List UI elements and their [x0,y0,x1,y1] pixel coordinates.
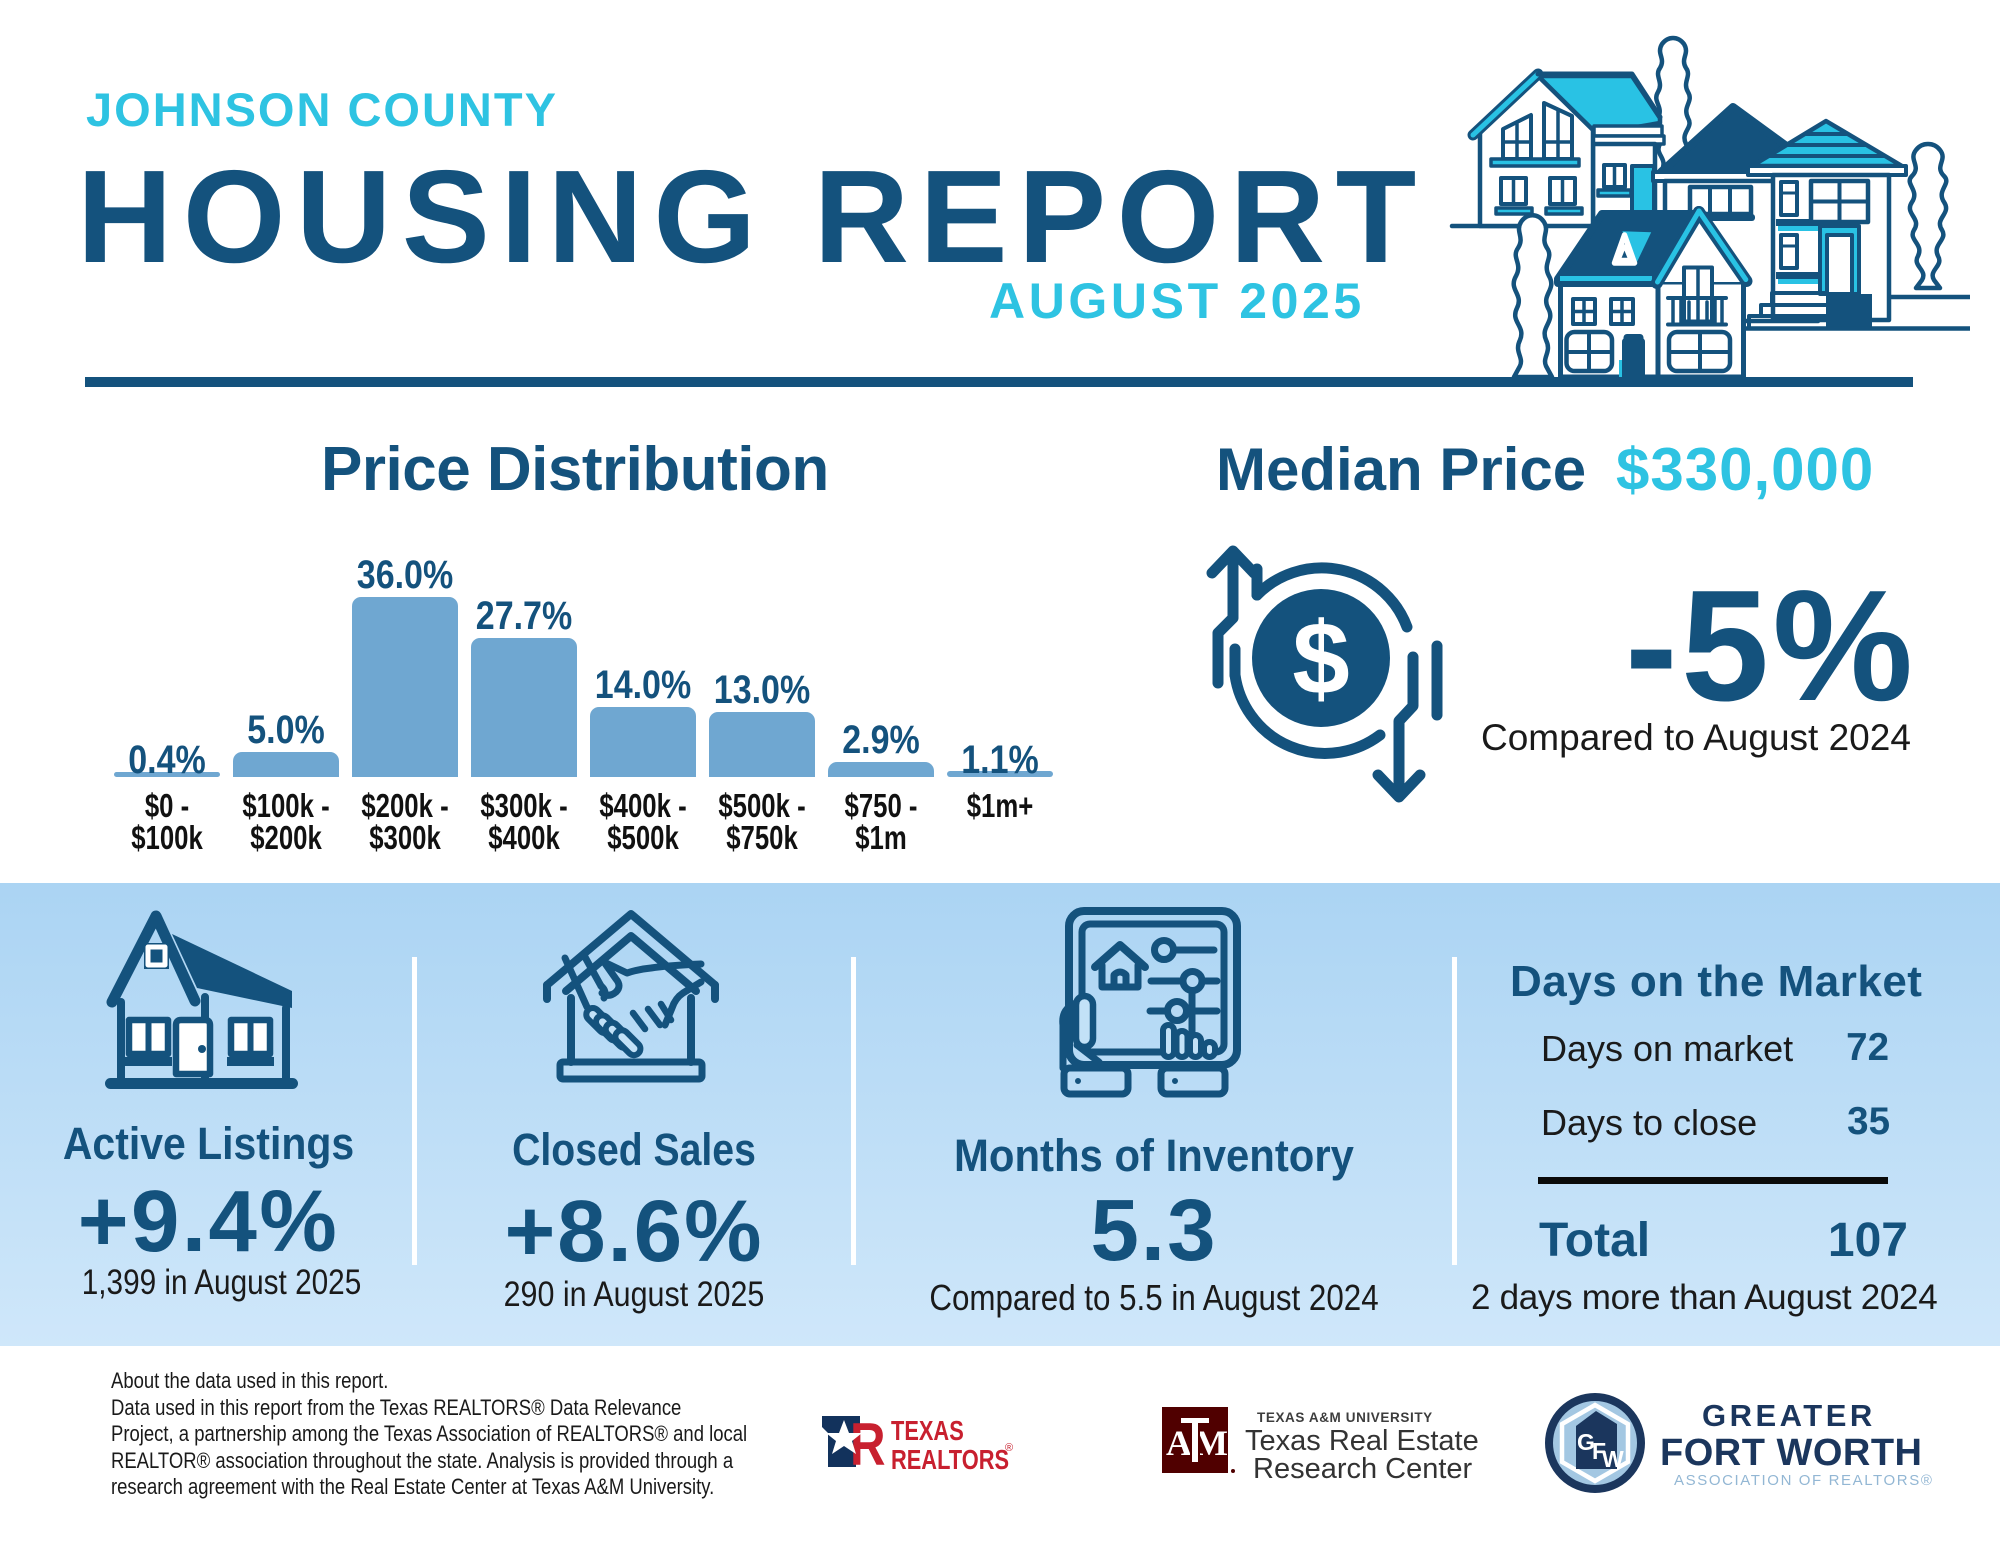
svg-text:W: W [1602,1446,1624,1472]
svg-text:®: ® [1005,1442,1013,1454]
svg-text:A: A [1166,1423,1192,1463]
svg-text:REALTORS: REALTORS [891,1444,1009,1473]
svg-text:G: G [1577,1429,1595,1455]
svg-text:$: $ [1292,601,1349,716]
svg-text:GREATER: GREATER [1702,1398,1876,1433]
svg-text:Research Center: Research Center [1253,1453,1473,1483]
svg-text:ASSOCIATION OF REALTORS®: ASSOCIATION OF REALTORS® [1674,1472,1934,1489]
svg-text:FORT WORTH: FORT WORTH [1660,1432,1923,1474]
svg-text:Texas Real Estate: Texas Real Estate [1245,1425,1479,1457]
svg-text:R: R [850,1413,886,1473]
svg-text:TEXAS: TEXAS [891,1415,964,1446]
svg-text:TEXAS A&M UNIVERSITY: TEXAS A&M UNIVERSITY [1257,1410,1433,1425]
svg-text:F: F [1592,1438,1606,1464]
